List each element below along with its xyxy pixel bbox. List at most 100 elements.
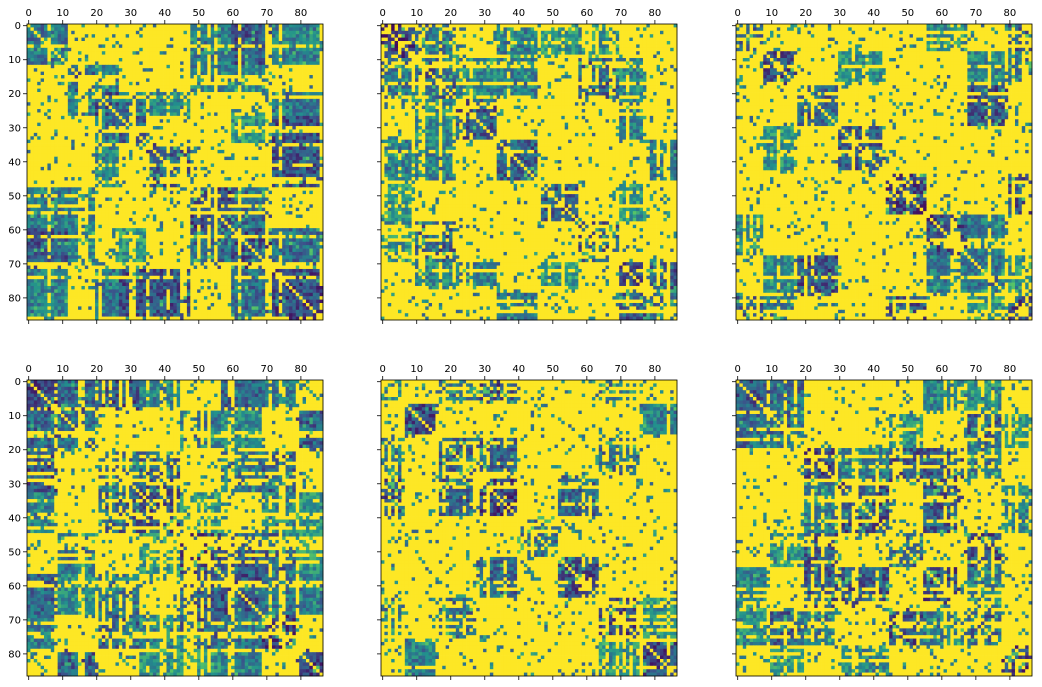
heatmap-cell (34, 174, 38, 178)
heatmap-cell (252, 55, 256, 59)
heatmap-cell (102, 99, 106, 103)
heatmap-cell (248, 167, 252, 171)
heatmap-cell (61, 72, 65, 76)
heatmap-cell (47, 92, 51, 96)
heatmap-cell (197, 194, 201, 198)
heatmap-cell (129, 181, 133, 185)
heatmap-cell (180, 211, 184, 215)
heatmap-cell (292, 112, 296, 116)
heatmap-cell (85, 163, 89, 167)
heatmap-cell (289, 129, 293, 133)
heatmap-cell (149, 218, 153, 222)
heatmap-cell (115, 143, 119, 147)
heatmap-cell (61, 38, 65, 42)
heatmap-cell (64, 58, 68, 62)
heatmap-cell (95, 106, 99, 110)
heatmap-cell (204, 27, 208, 31)
heatmap-cell (279, 119, 283, 123)
heatmap-cell (166, 119, 170, 123)
heatmap-cell (51, 95, 55, 99)
heatmap-cell (85, 181, 89, 185)
heatmap-cell (115, 194, 119, 198)
heatmap-cell (149, 31, 153, 35)
heatmap-cell (309, 123, 313, 127)
heatmap-cell (309, 75, 313, 79)
heatmap-cell (173, 55, 177, 59)
heatmap-cell (177, 72, 181, 76)
heatmap-cell (61, 48, 65, 52)
heatmap-cell (58, 61, 62, 65)
heatmap-cell (95, 24, 99, 28)
heatmap-cell (132, 78, 136, 82)
heatmap-cell (30, 153, 34, 157)
heatmap-cell (156, 136, 160, 140)
heatmap-cell (160, 72, 164, 76)
heatmap-cell (143, 48, 147, 52)
heatmap-cell (115, 58, 119, 62)
heatmap-cell (207, 187, 211, 191)
heatmap-cell (279, 58, 283, 62)
heatmap-cell (211, 38, 215, 42)
heatmap-cell (126, 181, 130, 185)
heatmap-cell (119, 215, 123, 219)
heatmap-cell (85, 51, 89, 55)
heatmap-cell (85, 38, 89, 42)
heatmap-cell (146, 89, 150, 93)
heatmap-cell (177, 106, 181, 110)
heatmap-cell (313, 102, 317, 106)
heatmap-cell (306, 163, 310, 167)
heatmap-cell (207, 194, 211, 198)
heatmap-cell (102, 78, 106, 82)
heatmap-cell (258, 78, 262, 82)
heatmap-cell (30, 187, 34, 191)
heatmap-cell (245, 112, 249, 116)
heatmap-cell (41, 78, 45, 82)
heatmap-cell (122, 106, 126, 110)
heatmap-cell (149, 119, 153, 123)
heatmap-cell (129, 184, 133, 188)
heatmap-cell (313, 177, 317, 181)
heatmap-cell (95, 157, 99, 161)
heatmap-cell (41, 38, 45, 42)
heatmap-cell (177, 75, 181, 79)
heatmap-cell (102, 38, 106, 42)
heatmap-cell (85, 167, 89, 171)
heatmap-cell (292, 68, 296, 72)
heatmap-cell (255, 119, 259, 123)
heatmap-cell (197, 198, 201, 202)
heatmap-cell (30, 58, 34, 62)
heatmap-cell (132, 136, 136, 140)
heatmap-cell (64, 38, 68, 42)
heatmap-cell (64, 187, 68, 191)
heatmap-cell (146, 136, 150, 140)
heatmap-cell (102, 218, 106, 222)
heatmap-cell (61, 41, 65, 45)
heatmap-cell (207, 160, 211, 164)
heatmap-cell (309, 167, 313, 171)
heatmap-cell (187, 106, 191, 110)
heatmap-cell (129, 61, 133, 65)
heatmap-cell (204, 167, 208, 171)
heatmap-cell (221, 133, 225, 137)
heatmap-cell (92, 184, 96, 188)
heatmap-cell (204, 65, 208, 69)
heatmap-cell (187, 184, 191, 188)
heatmap-cell (170, 181, 174, 185)
heatmap-cell (279, 27, 283, 31)
heatmap-cell (109, 78, 113, 82)
heatmap-cell (279, 102, 283, 106)
heatmap-cell (105, 133, 109, 137)
heatmap-cell (292, 160, 296, 164)
heatmap-cell (207, 89, 211, 93)
heatmap-cell (44, 109, 48, 113)
heatmap-cell (37, 27, 41, 31)
heatmap-cell (269, 163, 273, 167)
heatmap-cell (177, 208, 181, 212)
heatmap-cell (95, 181, 99, 185)
heatmap-cell (235, 44, 239, 48)
heatmap-cell (41, 99, 45, 103)
heatmap-cell (299, 187, 303, 191)
heatmap-cell (81, 123, 85, 127)
heatmap-cell (44, 198, 48, 202)
heatmap-cell (61, 184, 65, 188)
